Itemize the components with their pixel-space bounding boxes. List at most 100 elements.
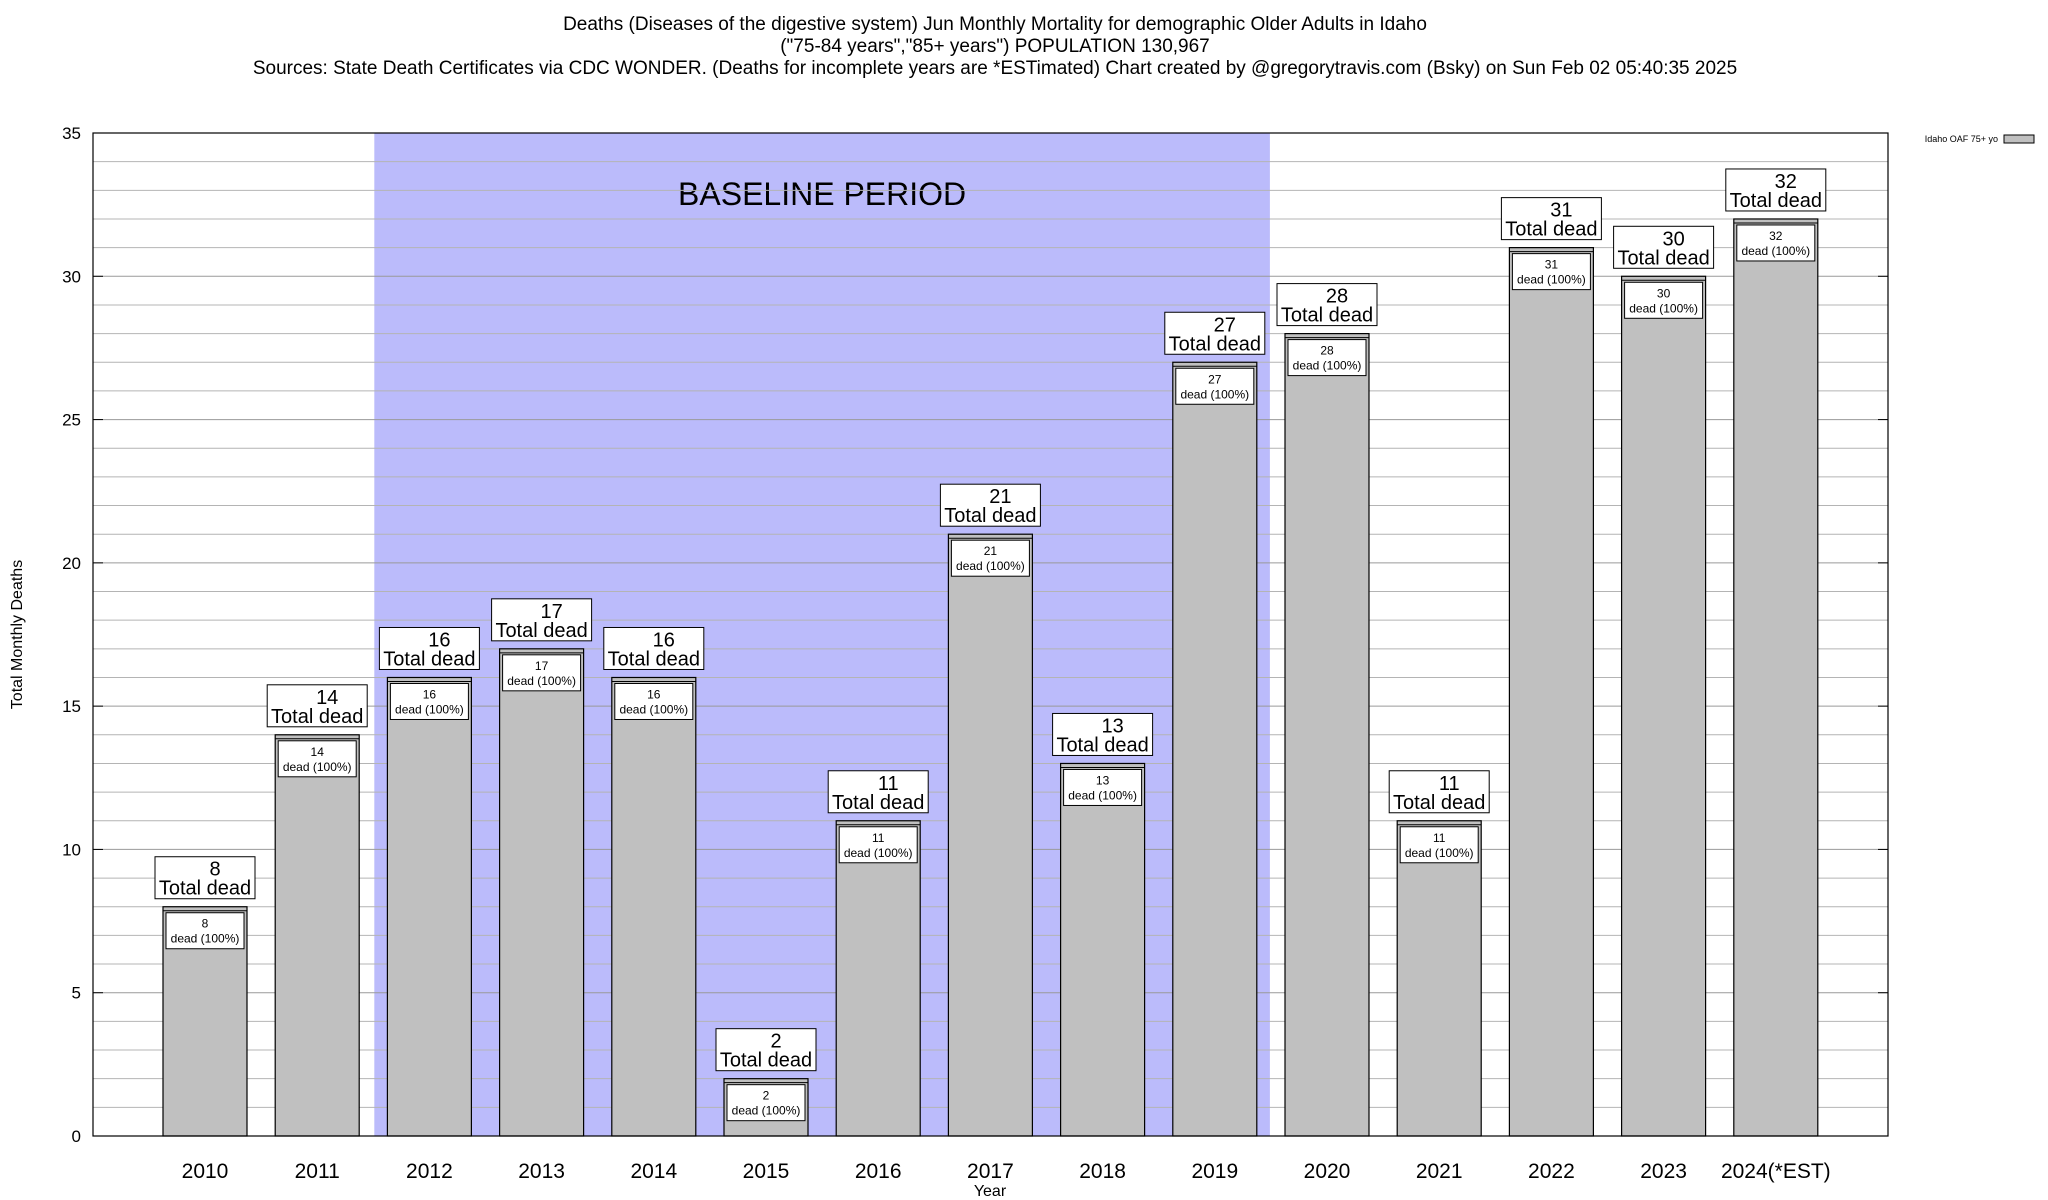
inner-label-box [950, 539, 1030, 577]
total-value-label: 28 [1326, 286, 1348, 308]
total-label-box [1052, 712, 1154, 756]
total-value-label: 14 [316, 687, 338, 709]
total-dead-label: Total dead [720, 1050, 812, 1072]
inner-value-label: 27 [1208, 372, 1222, 386]
bar [499, 648, 585, 1137]
total-value-label: 32 [1775, 171, 1797, 193]
total-label-box [1613, 225, 1715, 269]
inner-value-label: 21 [984, 544, 998, 558]
inner-percent-label: dead (100%) [1293, 359, 1362, 373]
y-tick-label: 25 [62, 411, 81, 430]
total-dead-label: Total dead [1730, 190, 1822, 212]
title-line-3: Sources: State Death Certificates via CD… [252, 58, 1738, 79]
total-label-box [1388, 770, 1490, 814]
total-value-label: 16 [428, 629, 450, 651]
x-tick-label: 2019 [1191, 1160, 1238, 1183]
inner-label-box [1736, 224, 1816, 262]
total-dead-label: Total dead [832, 792, 924, 814]
y-tick-label: 0 [72, 1127, 81, 1146]
inner-percent-label: dead (100%) [283, 760, 352, 774]
y-tick-label: 10 [62, 840, 81, 859]
inner-value-label: 32 [1769, 229, 1783, 243]
inner-label-box [1175, 367, 1255, 405]
inner-percent-label: dead (100%) [1180, 387, 1249, 401]
total-dead-label: Total dead [608, 648, 700, 670]
baseline-label: BASELINE PERIOD [678, 176, 966, 212]
x-tick-label: 2024(*EST) [1721, 1160, 1831, 1183]
bar [274, 734, 360, 1137]
x-tick-label: 2013 [518, 1160, 565, 1183]
total-label-box [1276, 283, 1378, 327]
x-tick-label: 2023 [1640, 1160, 1687, 1183]
inner-value-label: 11 [872, 831, 885, 845]
plot-frame [92, 132, 1889, 1137]
inner-value-label: 16 [423, 687, 437, 701]
bar [1508, 247, 1595, 1137]
inner-value-label: 31 [1545, 258, 1559, 272]
title-line-1: Deaths (Diseases of the digestive system… [563, 14, 1427, 35]
y-tick-label: 30 [62, 267, 81, 286]
y-tick-label: 5 [72, 984, 81, 1003]
y-axis-label: Total Monthly Deaths [9, 560, 26, 709]
title-line-2: ("75-84 years","85+ years") POPULATION 1… [780, 36, 1210, 57]
x-tick-label: 2022 [1528, 1160, 1575, 1183]
legend-label: Idaho OAF 75+ yo [1925, 134, 1998, 144]
inner-value-label: 13 [1096, 773, 1110, 787]
x-tick-label: 2015 [743, 1160, 790, 1183]
x-tick-label: 2011 [295, 1160, 340, 1183]
bar [1620, 275, 1707, 1137]
x-tick-label: 2014 [630, 1160, 677, 1183]
inner-value-label: 11 [1433, 831, 1446, 845]
inner-label-box [614, 682, 694, 720]
total-value-label: 2 [770, 1031, 781, 1053]
total-value-label: 17 [540, 601, 562, 623]
total-label-box [154, 856, 256, 900]
inner-percent-label: dead (100%) [1405, 846, 1474, 860]
inner-label-box [165, 912, 245, 950]
y-tick-label: 15 [62, 697, 81, 716]
total-label-box [827, 770, 929, 814]
total-label-box [491, 598, 593, 642]
total-label-box [603, 626, 705, 670]
inner-percent-label: dead (100%) [171, 932, 240, 946]
x-tick-label: 2020 [1304, 1160, 1351, 1183]
x-tick-label: 2017 [967, 1160, 1014, 1183]
total-dead-label: Total dead [383, 648, 475, 670]
chart-title: Deaths (Diseases of the digestive system… [0, 14, 1990, 80]
total-dead-label: Total dead [1281, 305, 1373, 327]
x-tick-label: 2018 [1079, 1160, 1126, 1183]
inner-value-label: 2 [763, 1089, 770, 1103]
legend-swatch [2003, 134, 2035, 144]
bar [1284, 333, 1370, 1137]
bar [1396, 820, 1482, 1137]
total-value-label: 31 [1550, 200, 1572, 222]
inner-percent-label: dead (100%) [956, 559, 1025, 573]
x-tick-label: 2010 [182, 1160, 229, 1183]
inner-percent-label: dead (100%) [1741, 244, 1810, 258]
y-tick-label: 20 [62, 554, 81, 573]
total-label-box [1164, 311, 1266, 355]
total-dead-label: Total dead [1393, 792, 1485, 814]
total-value-label: 27 [1214, 314, 1236, 336]
inner-percent-label: dead (100%) [844, 846, 913, 860]
inner-value-label: 14 [311, 745, 325, 759]
bar [386, 676, 472, 1137]
inner-label-box [502, 654, 582, 692]
total-value-label: 16 [653, 629, 675, 651]
inner-percent-label: dead (100%) [1068, 788, 1137, 802]
inner-percent-label: dead (100%) [1517, 273, 1586, 287]
total-value-label: 21 [989, 486, 1011, 508]
inner-value-label: 28 [1320, 344, 1334, 358]
inner-percent-label: dead (100%) [732, 1104, 801, 1118]
total-dead-label: Total dead [944, 505, 1036, 527]
total-value-label: 11 [1439, 773, 1460, 795]
inner-label-box [1511, 253, 1591, 291]
inner-percent-label: dead (100%) [507, 674, 576, 688]
bar [835, 820, 921, 1137]
inner-label-box [277, 740, 357, 778]
inner-label-box [1399, 826, 1479, 864]
total-dead-label: Total dead [1505, 219, 1597, 241]
total-label-box [715, 1028, 817, 1072]
total-value-label: 11 [878, 773, 899, 795]
